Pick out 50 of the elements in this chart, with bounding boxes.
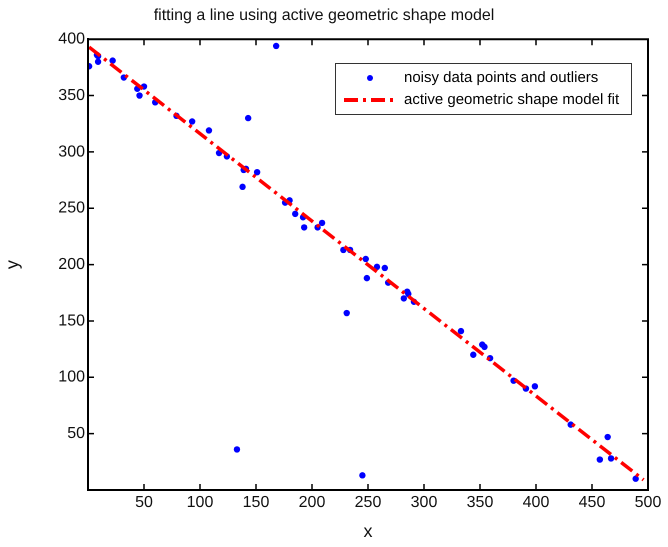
x-axis-title: x bbox=[364, 521, 372, 542]
point bbox=[318, 220, 326, 226]
x-tick-label: 50 bbox=[135, 494, 153, 512]
point bbox=[94, 58, 102, 65]
point bbox=[481, 344, 488, 350]
point bbox=[400, 295, 408, 302]
point bbox=[344, 310, 350, 316]
point bbox=[109, 57, 116, 64]
x-tick-label: 400 bbox=[522, 494, 550, 512]
legend-label: noisy data points and outliers bbox=[404, 68, 598, 88]
y-tick-label: 100 bbox=[58, 368, 86, 386]
y-tick-label: 250 bbox=[58, 200, 86, 217]
x-tick-label: 500 bbox=[634, 494, 662, 512]
y-axis-title: y bbox=[2, 260, 22, 270]
y-tick-label: 150 bbox=[58, 312, 86, 330]
point bbox=[234, 446, 240, 453]
point bbox=[458, 328, 464, 334]
point bbox=[632, 476, 639, 482]
point bbox=[300, 224, 308, 231]
point bbox=[532, 383, 538, 390]
point bbox=[292, 210, 298, 218]
x-tick-label: 350 bbox=[466, 494, 494, 512]
point bbox=[608, 455, 614, 462]
point bbox=[359, 472, 366, 479]
x-tick-label: 250 bbox=[354, 494, 382, 512]
chart-title: fitting a line using active geometric shape model bbox=[154, 7, 494, 24]
point bbox=[239, 184, 246, 190]
y-tick-label: 350 bbox=[58, 86, 86, 104]
point bbox=[244, 114, 252, 122]
point bbox=[188, 118, 196, 125]
x-tick-label: 150 bbox=[242, 494, 270, 512]
y-tick-label: 300 bbox=[58, 143, 86, 160]
x-tick-label: 450 bbox=[578, 494, 606, 512]
y-tick-label: 200 bbox=[58, 256, 86, 274]
y-tick-label: 400 bbox=[58, 30, 86, 48]
x-tick-label: 100 bbox=[186, 494, 214, 512]
legend-label: active geometric shape model fit bbox=[404, 90, 620, 110]
point bbox=[206, 127, 212, 134]
point bbox=[382, 264, 388, 272]
x-tick-label: 300 bbox=[410, 494, 438, 512]
point bbox=[470, 352, 476, 358]
point bbox=[362, 256, 369, 262]
point bbox=[272, 42, 280, 50]
point bbox=[254, 168, 260, 176]
y-tick-label: 50 bbox=[67, 425, 86, 442]
x-tick-label: 200 bbox=[298, 494, 326, 512]
point bbox=[364, 274, 370, 282]
point bbox=[136, 92, 143, 99]
point bbox=[604, 434, 611, 440]
point bbox=[596, 456, 604, 463]
